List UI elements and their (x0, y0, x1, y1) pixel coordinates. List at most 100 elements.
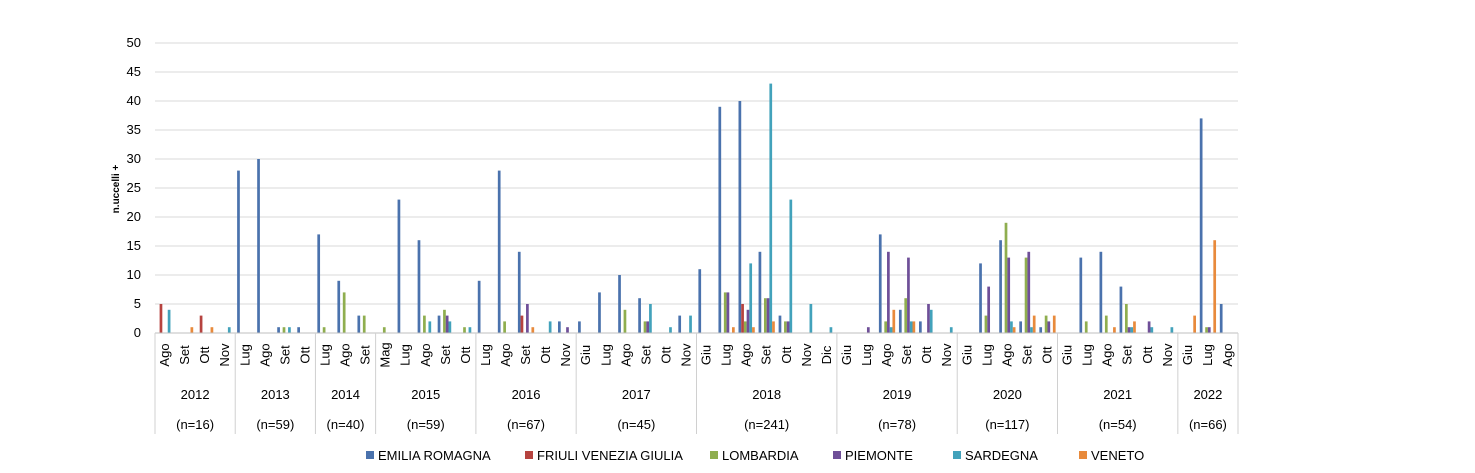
bar-lombardia (1024, 257, 1028, 333)
bar-lombardia (282, 327, 286, 333)
bar-emilia-romagna (437, 315, 441, 333)
bar-sardegna (227, 327, 231, 333)
month-label: Ago (999, 343, 1014, 366)
month-label: Set (358, 345, 373, 365)
month-label: Set (277, 345, 292, 365)
month-label: Giu (578, 345, 593, 365)
legend-swatch (366, 451, 374, 459)
bar-sardegna (889, 327, 893, 333)
bar-piemonte (726, 292, 730, 333)
month-label: Dic (819, 345, 834, 364)
month-label: Lug (1080, 344, 1095, 366)
month-label: Nov (1160, 343, 1175, 367)
bar-piemonte (786, 321, 790, 333)
bar-emilia-romagna (1219, 304, 1223, 333)
month-label: Set (638, 345, 653, 365)
bar-emilia-romagna (337, 280, 341, 333)
bar-emilia-romagna (237, 170, 240, 333)
year-label: 2014 (331, 387, 360, 402)
month-label: Nov (799, 343, 814, 367)
month-label: Set (1120, 345, 1135, 365)
gridlines (155, 42, 1238, 334)
bar-lombardia (503, 321, 506, 333)
year-label: 2022 (1193, 387, 1222, 402)
year-label: 2015 (411, 387, 440, 402)
month-label: Ago (739, 343, 754, 366)
month-label: Lug (237, 344, 252, 366)
bar-emilia-romagna (738, 101, 742, 333)
bar-emilia-romagna (317, 234, 321, 333)
legend-swatch (953, 451, 961, 459)
bar-emilia-romagna (497, 170, 501, 333)
bar-emilia-romagna (1039, 327, 1043, 333)
bar-emilia-romagna (758, 251, 762, 333)
bar-piemonte (1207, 327, 1211, 333)
year-label: 2016 (512, 387, 541, 402)
bar-lombardia (342, 292, 346, 333)
legend-label: VENETO (1091, 448, 1144, 463)
bar-lombardia (884, 321, 888, 333)
bar-piemonte (927, 304, 930, 333)
bar-emilia-romagna (1079, 257, 1083, 333)
y-tick-label: 40 (127, 93, 141, 108)
month-label: Ago (879, 343, 894, 366)
bar-piemonte (566, 327, 569, 333)
bar-sardegna (949, 327, 953, 333)
month-label: Set (438, 345, 453, 365)
bar-veneto (1052, 315, 1056, 333)
bar-lombardia (984, 315, 988, 333)
bar-veneto (1032, 315, 1036, 333)
y-tick-label: 50 (127, 35, 141, 50)
bar-veneto (1113, 327, 1116, 333)
bar-lombardia (1084, 321, 1088, 333)
bar-sardegna (167, 309, 171, 333)
bar-lombardia (784, 321, 787, 333)
month-label: Ott (658, 346, 673, 364)
sample-size-label: (n=45) (617, 417, 655, 432)
legend-label: PIEMONTE (845, 448, 913, 463)
bar-sardegna (749, 263, 753, 333)
bar-piemonte (866, 327, 870, 333)
bar-emilia-romagna (417, 240, 421, 333)
bar-piemonte (1147, 321, 1151, 333)
month-label: Lug (1200, 344, 1215, 366)
bar-sardegna (288, 327, 291, 333)
bar-emilia-romagna (618, 275, 621, 333)
bar-lombardia (723, 292, 727, 333)
bar-lombardia (623, 309, 627, 333)
bar-sardegna (669, 327, 672, 333)
month-label: Ott (297, 346, 312, 364)
month-label: Nov (217, 343, 232, 367)
year-label: 2012 (181, 387, 210, 402)
month-label: Lug (598, 344, 613, 366)
bar-piemonte (766, 298, 770, 333)
sample-size-label: (n=66) (1189, 417, 1227, 432)
bar-emilia-romagna (778, 315, 782, 333)
bar-emilia-romagna (1099, 251, 1103, 333)
bar-piemonte (526, 304, 529, 333)
bar-lombardia (1205, 327, 1208, 333)
bar-sardegna (909, 321, 913, 333)
month-label: Lug (719, 344, 734, 366)
bar-emilia-romagna (598, 292, 601, 333)
sample-size-label: (n=40) (327, 417, 365, 432)
legend-label: EMILIA ROMAGNA (378, 448, 491, 463)
bar-emilia-romagna (477, 280, 481, 333)
bar-emilia-romagna (718, 106, 722, 333)
bar-friuli-venezia-giulia (159, 304, 163, 333)
month-label: Giu (1060, 345, 1075, 365)
month-label: Ago (157, 343, 172, 366)
legend-label: SARDEGNA (965, 448, 1038, 463)
month-label: Lug (859, 344, 874, 366)
legend-swatch (1079, 451, 1087, 459)
bar-emilia-romagna (1019, 321, 1022, 333)
month-label: Nov (558, 343, 573, 367)
y-tick-label: 10 (127, 267, 141, 282)
bar-veneto (1133, 321, 1136, 333)
bar-sardegna (1150, 327, 1154, 333)
month-label: Set (899, 345, 914, 365)
bar-lombardia (1044, 315, 1048, 333)
bar-friuli-venezia-giulia (520, 315, 524, 333)
bar-veneto (752, 327, 755, 333)
